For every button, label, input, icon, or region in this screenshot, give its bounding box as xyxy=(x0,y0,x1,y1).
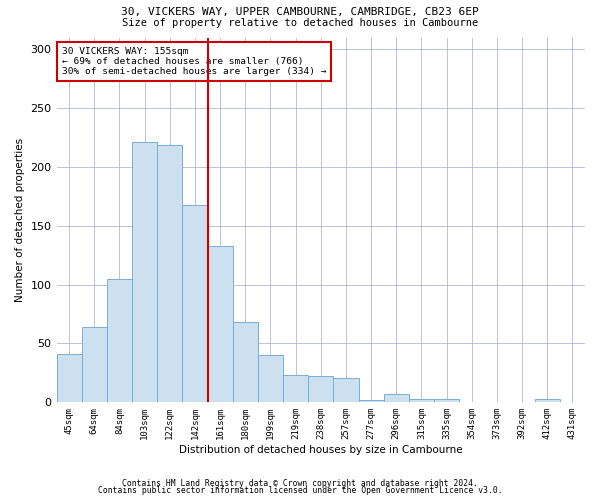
Bar xyxy=(182,204,208,402)
Bar xyxy=(208,246,233,402)
Y-axis label: Number of detached properties: Number of detached properties xyxy=(15,138,25,302)
Bar xyxy=(334,378,359,402)
Text: Size of property relative to detached houses in Cambourne: Size of property relative to detached ho… xyxy=(122,18,478,28)
Bar xyxy=(535,399,560,402)
Bar xyxy=(308,376,334,402)
Bar xyxy=(233,322,258,402)
Bar xyxy=(434,399,459,402)
X-axis label: Distribution of detached houses by size in Cambourne: Distribution of detached houses by size … xyxy=(179,445,463,455)
Bar xyxy=(157,144,182,402)
Text: Contains public sector information licensed under the Open Government Licence v3: Contains public sector information licen… xyxy=(98,486,502,495)
Bar xyxy=(283,376,308,402)
Bar xyxy=(409,399,434,402)
Text: Contains HM Land Registry data © Crown copyright and database right 2024.: Contains HM Land Registry data © Crown c… xyxy=(122,478,478,488)
Bar xyxy=(107,279,132,402)
Text: 30, VICKERS WAY, UPPER CAMBOURNE, CAMBRIDGE, CB23 6EP: 30, VICKERS WAY, UPPER CAMBOURNE, CAMBRI… xyxy=(121,8,479,18)
Bar xyxy=(258,356,283,403)
Bar xyxy=(82,327,107,402)
Bar xyxy=(56,354,82,403)
Bar xyxy=(359,400,383,402)
Bar xyxy=(383,394,409,402)
Bar xyxy=(132,142,157,403)
Text: 30 VICKERS WAY: 155sqm
← 69% of detached houses are smaller (766)
30% of semi-de: 30 VICKERS WAY: 155sqm ← 69% of detached… xyxy=(62,46,326,76)
